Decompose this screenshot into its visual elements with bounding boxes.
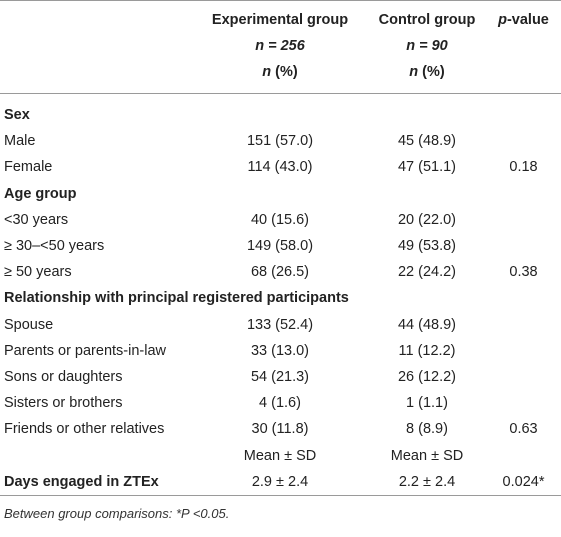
row-experimental: 68 (26.5) bbox=[250, 264, 310, 281]
row-experimental: 33 (13.0) bbox=[250, 342, 310, 359]
row-label: Male bbox=[4, 133, 36, 150]
row-pvalue bbox=[486, 442, 561, 468]
row-label: ≥ 30–<50 years bbox=[4, 238, 105, 255]
row-experimental: 149 (58.0) bbox=[246, 238, 314, 255]
row-label: Sex bbox=[4, 107, 30, 124]
row-experimental: 151 (57.0) bbox=[246, 133, 314, 150]
header-empty-cell bbox=[0, 33, 192, 59]
row-label: Days engaged in ZTEx bbox=[0, 468, 192, 496]
row-control: 2.2 ± 2.4 bbox=[368, 468, 486, 496]
row-experimental: 30 (11.8) bbox=[251, 421, 309, 438]
row-control: 49 (53.8) bbox=[397, 238, 457, 255]
row-label: Female bbox=[4, 159, 53, 176]
header-control-n: n = 90 bbox=[406, 38, 448, 54]
row-pvalue bbox=[486, 233, 561, 259]
header-pvalue-rest: -value bbox=[506, 12, 549, 28]
row-label: <30 years bbox=[4, 211, 69, 228]
row-label: Relationship with principal registered p… bbox=[4, 290, 349, 307]
row-label bbox=[0, 442, 192, 468]
row-pvalue bbox=[486, 390, 561, 416]
table-row: Days engaged in ZTEx 2.9 ± 2.4 2.2 ± 2.4… bbox=[0, 468, 561, 496]
header-empty-cell bbox=[486, 33, 561, 59]
row-experimental: 4 (1.6) bbox=[259, 395, 301, 412]
comparison-table: Experimental group Control group p-value… bbox=[0, 0, 561, 496]
row-pvalue: 0.024* bbox=[486, 468, 561, 496]
table-row: <30 years 40 (15.6) 20 (22.0) bbox=[0, 207, 561, 233]
header-pvalue: p-value bbox=[486, 0, 561, 33]
header-control: Control group bbox=[368, 0, 486, 33]
table-row: Sisters or brothers 4 (1.6) 1 (1.1) bbox=[0, 390, 561, 416]
row-pvalue bbox=[486, 128, 561, 154]
header-experimental-n: n = 256 bbox=[255, 38, 305, 54]
row-experimental: 133 (52.4) bbox=[246, 316, 314, 333]
row-pvalue bbox=[486, 364, 561, 390]
row-control: 1 (1.1) bbox=[406, 395, 448, 412]
header-experimental: Experimental group bbox=[192, 0, 368, 33]
table-row: Spouse 133 (52.4) 44 (48.9) bbox=[0, 312, 561, 338]
table-row: Sons or daughters 54 (21.3) 26 (12.2) bbox=[0, 364, 561, 390]
row-control bbox=[368, 181, 486, 207]
row-control: 47 (51.1) bbox=[397, 159, 457, 176]
row-pvalue: 0.63 bbox=[509, 421, 538, 438]
table-row: Sex bbox=[0, 94, 561, 129]
table-row: ≥ 50 years 68 (26.5) 22 (24.2) 0.38 bbox=[0, 259, 561, 285]
row-experimental: 40 (15.6) bbox=[250, 211, 310, 228]
row-label: ≥ 50 years bbox=[4, 264, 72, 281]
table-row: ≥ 30–<50 years 149 (58.0) 49 (53.8) bbox=[0, 233, 561, 259]
row-control: 22 (24.2) bbox=[397, 264, 457, 281]
header-empty-cell bbox=[486, 59, 561, 94]
row-label: Sons or daughters bbox=[4, 368, 123, 385]
table-row: Friends or other relatives 30 (11.8) 8 (… bbox=[0, 416, 561, 442]
row-control: 20 (22.0) bbox=[397, 211, 457, 228]
table-row: Male 151 (57.0) 45 (48.9) bbox=[0, 128, 561, 154]
row-experimental: 2.9 ± 2.4 bbox=[192, 468, 368, 496]
data-table-container: Experimental group Control group p-value… bbox=[0, 0, 561, 521]
table-row: Parents or parents-in-law 33 (13.0) 11 (… bbox=[0, 338, 561, 364]
table-row: Age group bbox=[0, 181, 561, 207]
row-label: Parents or parents-in-law bbox=[4, 342, 166, 359]
table-row: Female 114 (43.0) 47 (51.1) 0.18 bbox=[0, 154, 561, 180]
row-experimental: 54 (21.3) bbox=[250, 368, 310, 385]
row-experimental-stat: Mean ± SD bbox=[243, 447, 317, 464]
row-label: Age group bbox=[4, 185, 77, 202]
row-pvalue bbox=[486, 94, 561, 129]
row-label: Friends or other relatives bbox=[4, 421, 165, 438]
row-pvalue: 0.38 bbox=[509, 264, 538, 281]
row-control: 44 (48.9) bbox=[397, 316, 457, 333]
row-control: 45 (48.9) bbox=[397, 133, 457, 150]
row-control-stat: Mean ± SD bbox=[390, 447, 464, 464]
table-body: Sex Male 151 (57.0) 45 (48.9) Female 114… bbox=[0, 94, 561, 496]
row-label: Spouse bbox=[4, 316, 54, 333]
table-row: Mean ± SD Mean ± SD bbox=[0, 442, 561, 468]
header-control-pct: n (%) bbox=[368, 59, 486, 94]
table-row: Relationship with principal registered p… bbox=[0, 285, 561, 311]
row-pvalue bbox=[486, 181, 561, 207]
header-empty-cell bbox=[0, 59, 192, 94]
row-control: 11 (12.2) bbox=[398, 342, 456, 359]
row-control: 8 (8.9) bbox=[406, 421, 448, 438]
header-empty-cell bbox=[0, 0, 192, 33]
row-pvalue bbox=[486, 312, 561, 338]
row-label: Sisters or brothers bbox=[4, 395, 123, 412]
row-pvalue: 0.18 bbox=[509, 159, 538, 176]
table-header: Experimental group Control group p-value… bbox=[0, 0, 561, 94]
row-control bbox=[368, 94, 486, 129]
row-control: 26 (12.2) bbox=[397, 368, 457, 385]
row-experimental bbox=[192, 181, 368, 207]
row-pvalue bbox=[486, 207, 561, 233]
table-footnote: Between group comparisons: *P <0.05. bbox=[4, 505, 230, 521]
row-experimental: 114 (43.0) bbox=[247, 159, 313, 176]
row-experimental bbox=[192, 94, 368, 129]
row-pvalue bbox=[486, 338, 561, 364]
header-pvalue-p: p bbox=[498, 12, 507, 28]
header-experimental-pct: n (%) bbox=[192, 59, 368, 94]
